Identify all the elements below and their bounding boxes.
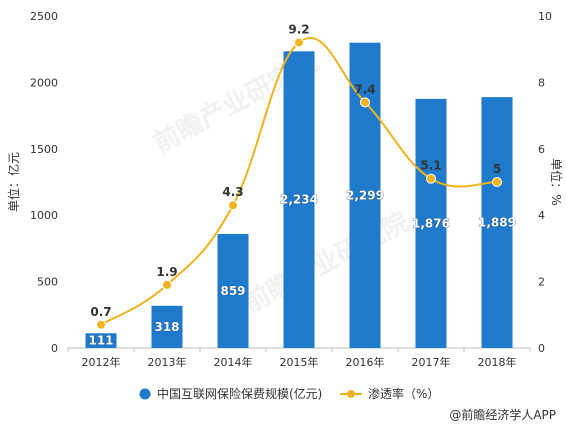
y-left-tick-label: 1500 — [30, 143, 58, 156]
bar — [85, 333, 117, 348]
y-right-tick-label: 0 — [538, 342, 545, 355]
bar-data-label: 859 — [220, 284, 245, 298]
line-series: 0.7 1.9 4.3 9.2 7.4 5.1 5 — [90, 23, 502, 330]
bar-data-label: 2,234 — [280, 193, 318, 207]
line-data-label: 5.1 — [420, 159, 441, 173]
y-left-tick-label: 0 — [51, 342, 58, 355]
bar-data-label: 2,299 — [346, 188, 384, 202]
y-right-axis-title: 单位：% — [549, 158, 564, 205]
x-tick-label: 2017年 — [412, 355, 451, 369]
y-left-tick-label: 500 — [37, 276, 58, 289]
line-point — [228, 200, 238, 211]
bar-data-label: 111 — [88, 334, 113, 348]
x-tick-label: 2014年 — [214, 355, 253, 369]
legend-line-label: 渗透率（%） — [368, 386, 439, 401]
line-data-label: 7.4 — [354, 82, 375, 96]
line-point — [492, 177, 502, 187]
line-point — [294, 37, 304, 48]
legend: 中国互联网保险保费规模(亿元) 渗透率（%） — [139, 386, 439, 401]
line-point — [426, 173, 436, 184]
bar — [283, 51, 315, 348]
x-tick-label: 2012年 — [82, 355, 121, 369]
line-point — [162, 279, 172, 290]
x-tick-label: 2016年 — [346, 355, 385, 369]
bar-series: 111 318 859 2,234 2,299 1,876 1,889 — [85, 42, 516, 348]
watermark-text: 前瞻产业研究院 — [238, 206, 413, 319]
y-right-tick-label: 2 — [538, 276, 545, 289]
bar-data-label: 1,876 — [412, 216, 450, 230]
line-data-label: 9.2 — [288, 23, 309, 37]
y-left-tick-label: 2500 — [30, 10, 58, 23]
y-right-tick-label: 6 — [538, 143, 545, 156]
line-data-label: 0.7 — [90, 305, 111, 319]
axes: 2012年 2013年 2014年 2015年 2016年 2017年 2018年 0 500 1… — [6, 10, 564, 369]
y-left-tick-label: 2000 — [30, 76, 58, 89]
legend-bar-label: 中国互联网保险保费规模(亿元) — [157, 386, 322, 401]
y-right-tick-label: 8 — [538, 76, 545, 89]
y-right-tick-label: 10 — [538, 10, 552, 23]
bar-data-label: 318 — [154, 320, 179, 334]
source-credit: @前瞻经济学人APP — [449, 408, 556, 422]
bar — [349, 42, 381, 348]
y-left-axis-title: 单位：亿元 — [6, 152, 21, 212]
y-right-tick-label: 4 — [538, 209, 545, 222]
x-tick-label: 2018年 — [478, 355, 517, 369]
line-point — [360, 97, 370, 108]
bar — [151, 305, 183, 348]
x-tick-label: 2015年 — [280, 355, 319, 369]
bar — [415, 98, 447, 348]
x-tick-label: 2013年 — [148, 355, 187, 369]
line-data-label: 5 — [493, 162, 501, 176]
bar — [481, 97, 513, 348]
y-left-tick-label: 1000 — [30, 209, 58, 222]
legend-line-point — [347, 390, 355, 398]
line-data-label: 1.9 — [156, 265, 177, 279]
line-data-label: 4.3 — [222, 185, 243, 199]
bar-data-label: 1,889 — [478, 216, 516, 230]
bar — [217, 233, 249, 348]
legend-bar-marker — [139, 388, 151, 400]
line-point — [96, 319, 106, 330]
